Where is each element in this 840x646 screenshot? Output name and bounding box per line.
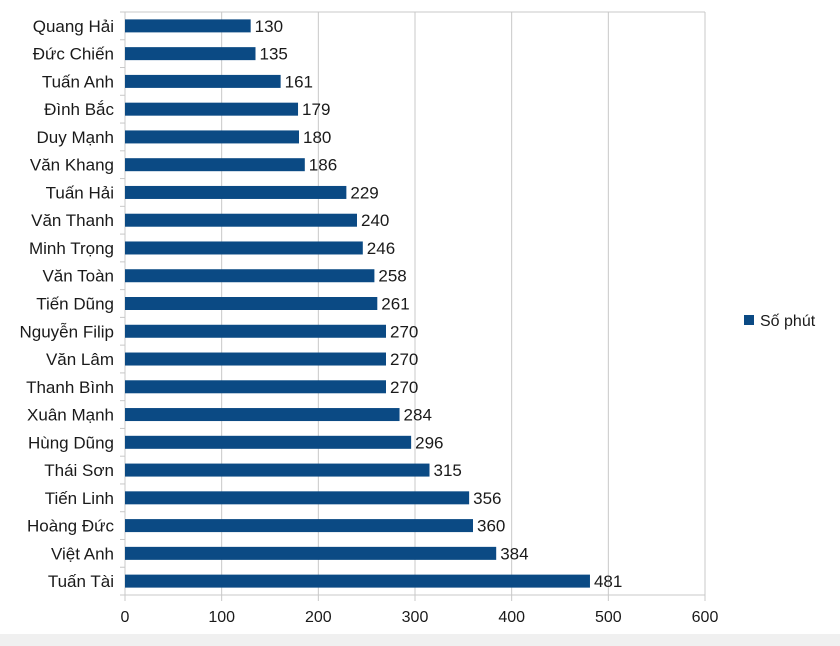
category-label: Hùng Dũng [28, 433, 114, 452]
category-label: Việt Anh [51, 544, 114, 563]
bar [125, 74, 281, 88]
data-label: 130 [255, 17, 283, 36]
category-label: Xuân Mạnh [27, 406, 114, 425]
data-label: 186 [309, 156, 337, 175]
legend-swatch [744, 315, 754, 325]
bar [125, 102, 299, 116]
bar [125, 546, 497, 560]
category-label: Minh Trọng [29, 239, 114, 258]
x-tick-label: 100 [208, 609, 235, 626]
data-label: 180 [303, 128, 331, 147]
data-label: 481 [594, 572, 622, 591]
bar [125, 47, 256, 61]
data-label: 296 [415, 433, 443, 452]
bar [125, 408, 400, 422]
category-label: Tiến Dũng [36, 295, 114, 314]
category-label: Văn Khang [30, 156, 114, 175]
data-label: 360 [477, 517, 505, 536]
bar-layer [125, 19, 590, 588]
category-label: Tuấn Anh [42, 72, 114, 91]
data-label: 356 [473, 489, 501, 508]
category-label: Đức Chiến [33, 45, 114, 64]
x-tick-label: 600 [692, 609, 719, 626]
category-label: Duy Mạnh [37, 128, 114, 147]
x-tick-label: 500 [595, 609, 622, 626]
x-tick-label: 400 [498, 609, 525, 626]
bar [125, 352, 386, 366]
category-label: Đình Bắc [44, 100, 114, 119]
category-label: Quang Hải [33, 17, 114, 36]
category-label: Văn Lâm [46, 350, 114, 369]
bar [125, 19, 251, 33]
bar [125, 324, 386, 338]
data-label: 135 [260, 45, 288, 64]
legend: Số phút [744, 313, 816, 330]
bar [125, 213, 357, 227]
category-label: Tuấn Hải [46, 183, 114, 202]
x-tick-label: 300 [402, 609, 429, 626]
data-label: 261 [381, 295, 409, 314]
category-label: Tuấn Tài [48, 572, 114, 591]
category-label: Văn Toàn [42, 267, 114, 286]
bar [125, 574, 590, 588]
x-tick-label: 0 [121, 609, 130, 626]
data-label: 384 [500, 544, 528, 563]
data-label: 258 [378, 267, 406, 286]
data-label: 179 [302, 100, 330, 119]
bar [125, 158, 305, 172]
category-label: Thái Sơn [44, 461, 114, 480]
bar [125, 519, 473, 533]
category-label: Tiến Linh [45, 489, 114, 508]
category-label: Thanh Bình [26, 378, 114, 397]
bottom-band [0, 634, 840, 646]
data-label: 240 [361, 211, 389, 230]
bar [125, 380, 386, 394]
data-label: 161 [285, 72, 313, 91]
x-tick-label: 200 [305, 609, 332, 626]
data-label: 229 [350, 183, 378, 202]
data-label: 270 [390, 378, 418, 397]
category-label: Hoàng Đức [27, 517, 114, 536]
bar [125, 491, 470, 505]
legend-label: Số phút [760, 313, 816, 330]
data-label: 284 [404, 406, 432, 425]
category-label: Văn Thanh [31, 211, 114, 230]
bar [125, 241, 363, 255]
bar [125, 297, 378, 310]
bar [125, 269, 375, 283]
data-label: 270 [390, 350, 418, 369]
label-layer: 0 100 200 300 400 500 600 Quang Hải 130 Đức Chiến… [20, 17, 719, 626]
bar [125, 130, 299, 144]
bar [125, 435, 412, 449]
data-label: 246 [367, 239, 395, 258]
bar [125, 185, 347, 199]
data-label: 315 [434, 461, 462, 480]
category-label: Nguyễn Filip [20, 322, 115, 341]
bar [125, 463, 430, 477]
data-label: 270 [390, 322, 418, 341]
